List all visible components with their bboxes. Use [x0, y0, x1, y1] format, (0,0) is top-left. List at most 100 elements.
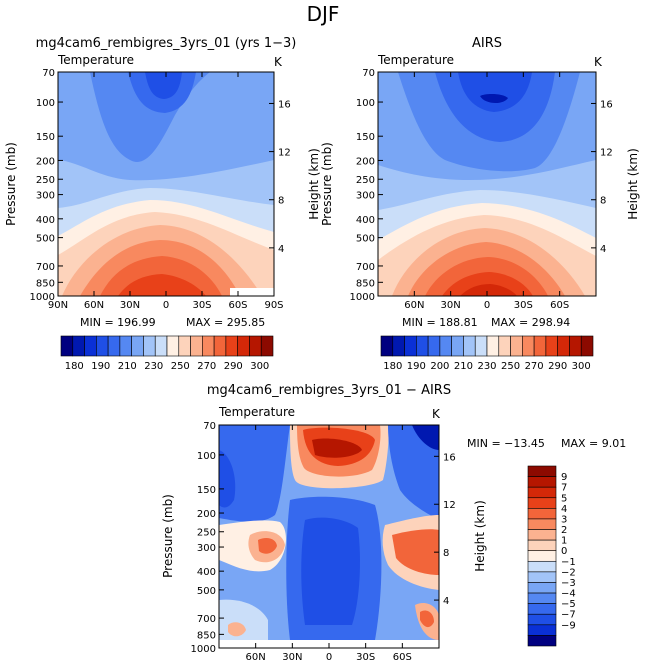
colorbar-label: 250	[501, 361, 520, 372]
stat-min: MIN = 188.81	[402, 316, 478, 329]
latitude-tick-label: 30S	[356, 652, 375, 663]
missing-data-patch	[230, 288, 274, 296]
height-axis-label: Height (km)	[473, 500, 487, 571]
pressure-tick-label: 150	[197, 485, 216, 496]
latitude-tick-label: 60N	[404, 300, 424, 311]
colorbar-swatch	[416, 335, 429, 357]
pressure-tick-label: 850	[36, 278, 55, 289]
height-tick-label: 8	[278, 196, 284, 207]
colorbar-swatch	[527, 497, 557, 509]
pressure-tick-label: 70	[203, 421, 216, 432]
colorbar-label: −2	[561, 567, 576, 578]
height-tick-label: 8	[443, 548, 449, 559]
colorbar: 180 190 210 230 250 270 290 300	[60, 335, 274, 372]
pressure-tick-label: 400	[197, 567, 216, 578]
latitude-tick-label: 60S	[393, 652, 412, 663]
contour-band	[219, 599, 268, 648]
colorbar-swatch	[474, 335, 488, 357]
contour-band	[219, 425, 290, 522]
colorbar-swatch	[527, 476, 557, 488]
colorbar-label: 270	[197, 361, 216, 372]
latitude-tick-label: 60S	[228, 300, 247, 311]
height-axis-label: Height (km)	[626, 148, 640, 219]
pressure-tick-label: 100	[356, 98, 375, 109]
colorbar-swatch	[427, 335, 441, 357]
pressure-tick-label: 1000	[350, 292, 375, 303]
colorbar-swatch	[527, 624, 557, 636]
contour-band	[228, 622, 246, 637]
latitude-tick-label: 90N	[48, 300, 68, 311]
panel-airs: AIRS Temperature K 70 100 150 200 250 300 400 5…	[320, 36, 640, 372]
pressure-tick-label: 70	[42, 68, 55, 79]
colorbar-swatch	[527, 571, 557, 583]
colorbar-swatch	[249, 335, 262, 357]
latitude-tick-label: 30N	[441, 300, 461, 311]
colorbar-swatch	[131, 335, 144, 357]
latitude-tick-label: 30N	[282, 652, 302, 663]
latitude-tick-label: 60N	[84, 300, 104, 311]
colorbar-swatch	[527, 635, 557, 647]
latitude-tick-label: 0	[484, 300, 490, 311]
pressure-axis: 70 100 150 200 250 300 400 500 700 850 1000	[191, 421, 224, 655]
pressure-tick-label: 850	[356, 278, 375, 289]
pressure-tick-label: 100	[36, 98, 55, 109]
latitude-tick-label: 90S	[264, 300, 283, 311]
panel-diff-units: K	[432, 407, 441, 421]
colorbar-swatch	[527, 560, 557, 573]
latitude-axis: 60N 30N 0 30S 60S	[246, 425, 412, 663]
pressure-tick-label: 400	[36, 215, 55, 226]
pressure-axis-label: Pressure (mb)	[161, 494, 175, 578]
colorbar-swatch	[225, 335, 238, 357]
pressure-axis: 70 100 150 200 250 300 400 500 700 850 1000	[30, 68, 63, 303]
pressure-tick-label: 1000	[191, 644, 216, 655]
colorbar-swatch	[119, 335, 132, 357]
panel-airs-units: K	[594, 55, 603, 69]
contour-band	[460, 284, 517, 296]
height-tick-label: 16	[443, 452, 456, 463]
pressure-tick-label: 400	[356, 215, 375, 226]
height-axis: 4 8 12 16	[591, 99, 613, 255]
contour-band	[145, 72, 182, 99]
pressure-tick-label: 300	[36, 191, 55, 202]
colorbar-swatch	[580, 335, 594, 357]
colorbar: 180 190 200 210 230 250 270 290 300	[380, 335, 594, 372]
colorbar-swatch	[527, 550, 557, 562]
colorbar-swatch	[439, 335, 452, 357]
colorbar-label: 180	[65, 361, 84, 372]
pressure-tick-label: 300	[197, 543, 216, 554]
contour-band	[258, 538, 277, 554]
colorbar-label: 290	[224, 361, 243, 372]
colorbar-swatch	[72, 335, 85, 357]
figure-title: DJF	[307, 2, 340, 26]
colorbar-label: 4	[561, 504, 567, 515]
colorbar-label: 300	[250, 361, 269, 372]
colorbar-swatch	[143, 335, 156, 357]
colorbar-swatch	[380, 335, 394, 357]
panel-model-title: mg4cam6_rembigres_3yrs_01 (yrs 1−3)	[36, 36, 297, 51]
height-tick-label: 12	[278, 148, 291, 159]
contour-band	[420, 610, 434, 628]
pressure-tick-label: 300	[356, 191, 375, 202]
contour-band	[392, 529, 439, 575]
colorbar-label: 300	[572, 361, 591, 372]
colorbar-swatch	[527, 603, 557, 615]
pressure-tick-label: 150	[36, 132, 55, 143]
colorbar-swatch	[178, 335, 191, 357]
colorbar-swatch	[522, 335, 535, 357]
contour-band	[412, 425, 439, 450]
pressure-axis-label: Pressure (mb)	[320, 142, 334, 226]
colorbar-swatch	[392, 335, 405, 357]
pressure-axis: 70 100 150 200 250 300 400 500 700 850 1000	[350, 68, 383, 303]
colorbar-label: 5	[561, 493, 567, 504]
colorbar-swatch	[533, 335, 547, 357]
colorbar-label: 2	[561, 525, 567, 536]
latitude-axis: 90N 60N 30N 0 30S 60S 90S	[48, 72, 284, 311]
pressure-tick-label: 150	[356, 132, 375, 143]
colorbar-swatch	[213, 335, 227, 357]
contour-band	[118, 274, 206, 296]
colorbar-label: 230	[477, 361, 496, 372]
contour-band	[219, 450, 236, 508]
colorbar-label: 190	[91, 361, 110, 372]
colorbar-swatch	[498, 335, 511, 357]
latitude-tick-label: 30S	[514, 300, 533, 311]
